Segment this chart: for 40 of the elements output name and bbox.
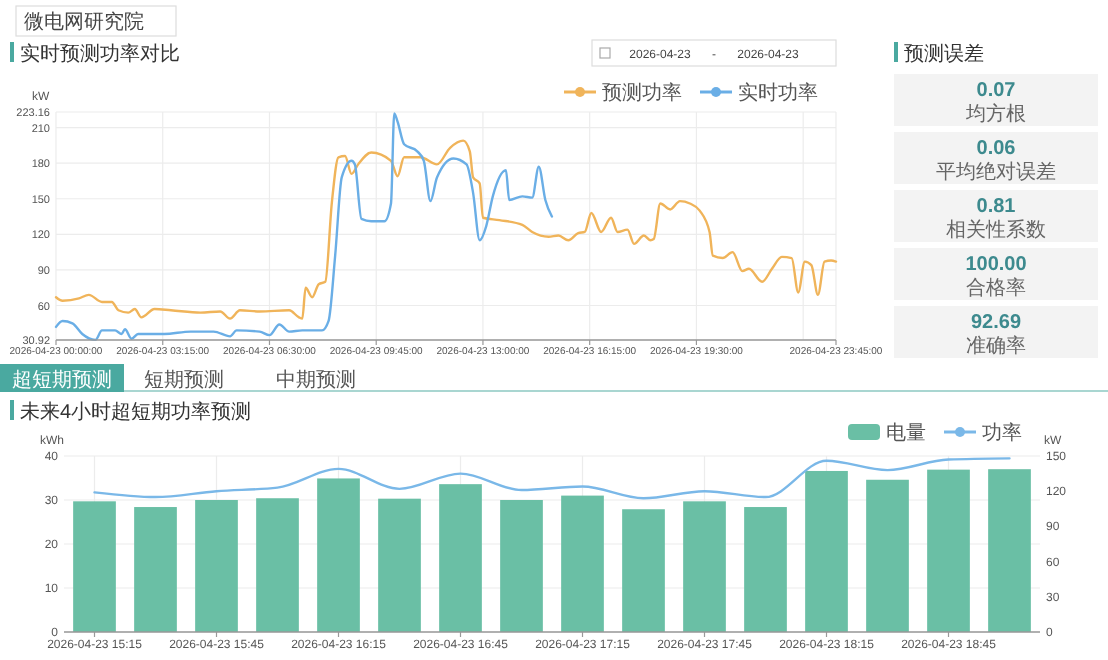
chart-title: 未来4小时超短期功率预测	[20, 400, 252, 424]
bar	[195, 500, 238, 632]
text: 0.81	[976, 196, 1016, 218]
line-series	[54, 139, 838, 320]
bar	[134, 507, 177, 632]
text: 超短期预测	[12, 368, 112, 392]
bar	[622, 509, 665, 632]
category-label: 准确率	[966, 334, 1026, 358]
bar	[988, 469, 1031, 632]
legend-label: 功率	[982, 421, 1022, 445]
text: 0.06	[976, 138, 1016, 160]
category-label: 合格率	[966, 276, 1026, 300]
text: 92.69	[970, 312, 1022, 334]
text: 微电网研究院	[24, 10, 144, 34]
text: 中期预测	[276, 368, 356, 392]
legend-label: 预测功率	[602, 81, 682, 105]
category-label: 均方根	[964, 102, 1026, 126]
bar	[927, 469, 970, 632]
bar	[683, 501, 726, 632]
bar	[866, 479, 909, 632]
text: 预测误差	[904, 42, 984, 66]
legend-label: 实时功率	[738, 81, 818, 105]
bar	[805, 470, 848, 632]
bar	[256, 498, 299, 632]
bar	[73, 501, 116, 632]
text: 0.07	[976, 80, 1016, 102]
legend-label: 电量	[886, 421, 926, 445]
line-series	[54, 112, 554, 342]
category-label: 相关性系数	[946, 218, 1046, 242]
text: 100.00	[965, 254, 1027, 276]
line-series	[93, 457, 1011, 500]
text: 短期预测	[144, 368, 224, 392]
bar	[744, 507, 787, 632]
bar	[561, 495, 604, 632]
bar	[439, 484, 482, 632]
category-label: 平均绝对误差	[936, 160, 1056, 184]
bar	[500, 500, 543, 632]
chart-title: 实时预测功率对比	[20, 42, 180, 66]
bar	[317, 478, 360, 632]
bar	[378, 498, 421, 632]
